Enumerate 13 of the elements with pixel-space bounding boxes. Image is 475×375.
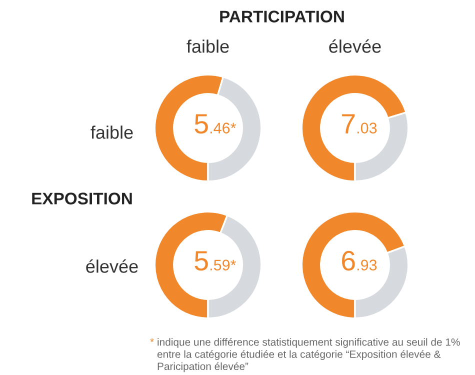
- text: faible: [90, 126, 133, 139]
- text: 5.46*: [194, 114, 236, 134]
- text: élevée: [329, 39, 381, 53]
- text: faible: [186, 40, 229, 53]
- text: EXPOSITION: [32, 192, 132, 204]
- text: * indique une différence statistiquement significative au seuil de 1% entre la catégorie étudiée et la catégorie “Exposition élevée & Paricipation élevée”: [150, 338, 460, 372]
- text: 5.59*: [194, 251, 236, 271]
- text: 6.93: [342, 250, 377, 271]
- donut-slice: [300, 74, 407, 182]
- donut-slice: [300, 210, 406, 320]
- text: élevée: [86, 259, 138, 273]
- text: 7.03: [342, 114, 377, 134]
- text: PARTICIPATION: [220, 10, 344, 22]
